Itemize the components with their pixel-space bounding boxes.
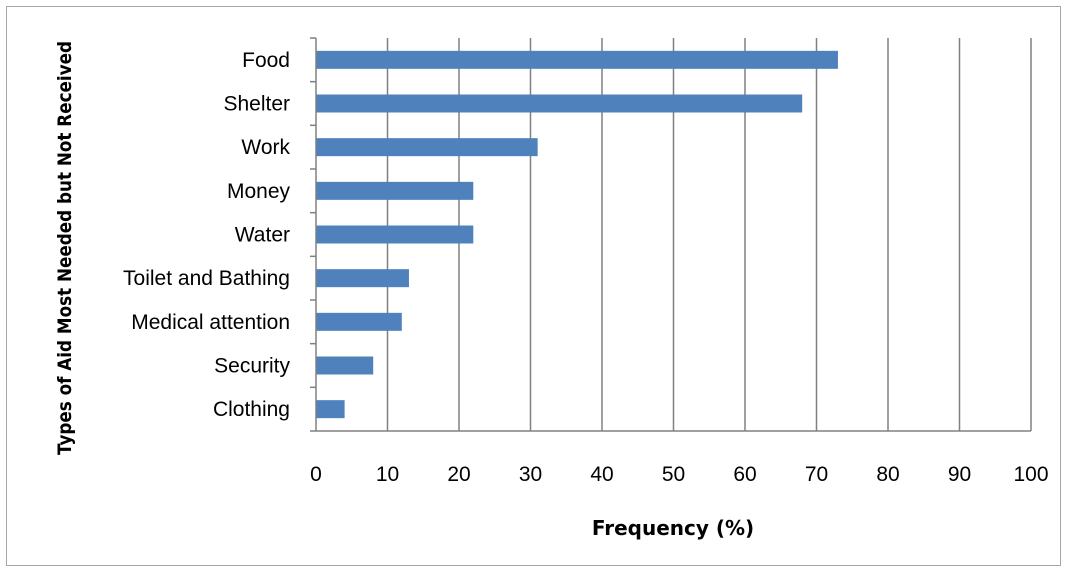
bar-clothing <box>316 400 345 419</box>
bar-work <box>316 138 538 157</box>
bar-water <box>316 225 474 244</box>
y-tick-marks <box>310 37 316 432</box>
bar-food <box>316 50 838 69</box>
bar-money <box>316 181 474 200</box>
category-label-8: Clothing <box>213 398 290 421</box>
x-tick-label-3: 30 <box>519 463 542 486</box>
x-tick-label-2: 20 <box>447 463 470 486</box>
x-tick-label-7: 70 <box>805 463 828 486</box>
category-label-7: Security <box>214 355 290 378</box>
x-tick-label-0: 0 <box>310 463 322 486</box>
bar-toilet-and-bathing <box>316 269 409 288</box>
category-label-4: Water <box>235 224 290 247</box>
x-tick-label-1: 10 <box>376 463 399 486</box>
bar-security <box>316 356 374 375</box>
category-label-5: Toilet and Bathing <box>123 267 290 290</box>
x-tick-label-4: 40 <box>590 463 613 486</box>
category-label-0: Food <box>242 49 290 72</box>
x-tick-label-5: 50 <box>662 463 685 486</box>
bars <box>316 50 838 419</box>
category-label-6: Medical attention <box>131 311 290 334</box>
category-labels: Food Shelter Work Money Water Toilet and Bath… <box>123 49 290 421</box>
bar-medical-attention <box>316 312 402 331</box>
category-label-3: Money <box>227 180 291 203</box>
x-tick-labels: 0 10 20 30 40 50 60 70 80 90 100 <box>310 463 1048 486</box>
x-tick-label-8: 80 <box>876 463 899 486</box>
category-label-2: Work <box>241 136 290 159</box>
x-axis-title: Frequency (%) <box>592 516 754 540</box>
bar-shelter <box>316 94 803 113</box>
x-tick-label-9: 90 <box>948 463 971 486</box>
x-tick-label-10: 100 <box>1013 463 1048 486</box>
category-label-1: Shelter <box>223 93 290 116</box>
y-axis-title: Types of Aid Most Needed but Not Receive… <box>54 41 76 455</box>
x-tick-label-6: 60 <box>733 463 756 486</box>
